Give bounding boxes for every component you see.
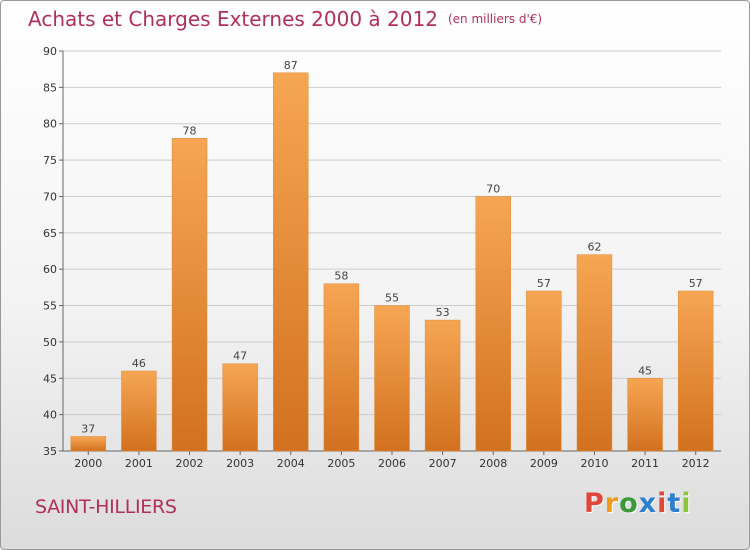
value-label-2009: 57 — [537, 277, 551, 290]
x-tick-label-2005: 2005 — [327, 457, 355, 470]
x-tick-label-2000: 2000 — [74, 457, 102, 470]
labels: 35 40 45 50 55 60 65 70 75 80 85 90 37 2000 46 2001 78 20… — [43, 45, 710, 470]
chart-title-text: Achats et Charges Externes 2000 à 2012 — [28, 7, 438, 31]
x-tick-label-2003: 2003 — [226, 457, 254, 470]
y-tick-label: 70 — [43, 190, 57, 203]
value-label-2002: 78 — [183, 124, 197, 137]
bar-2011 — [627, 378, 663, 452]
value-label-2006: 55 — [385, 292, 399, 305]
y-tick-label: 85 — [43, 81, 57, 94]
bar-chart: 35 40 45 50 55 60 65 70 75 80 85 90 37 2000 46 2001 78 20… — [43, 45, 721, 470]
value-label-2000: 37 — [81, 422, 95, 435]
y-tick-label: 65 — [43, 227, 57, 240]
x-tick-label-2009: 2009 — [530, 457, 558, 470]
bar-2005 — [323, 283, 360, 452]
x-tick-label-2010: 2010 — [580, 457, 608, 470]
x-tick-label-2012: 2012 — [682, 457, 710, 470]
proxiti-logo: Proxiti — [584, 488, 692, 519]
value-label-2003: 47 — [233, 350, 247, 363]
logo-letter: P — [584, 488, 605, 519]
value-label-2008: 70 — [486, 182, 500, 195]
chart-title-unit: (en milliers d'€) — [447, 12, 543, 26]
logo-letter: x — [638, 488, 658, 519]
y-tick-label: 35 — [43, 445, 57, 458]
bar-2002 — [171, 138, 208, 452]
x-tick-label-2008: 2008 — [479, 457, 507, 470]
logo-letter: t — [667, 488, 682, 519]
bar-2000 — [70, 436, 107, 452]
logo-letter: i — [657, 488, 668, 519]
chart-title: Achats et Charges Externes 2000 à 2012 (e… — [28, 7, 542, 31]
y-tick-label: 50 — [43, 336, 57, 349]
y-tick-label: 60 — [43, 263, 57, 276]
value-label-2001: 46 — [132, 357, 146, 370]
x-tick-label-2007: 2007 — [429, 457, 457, 470]
logo-letter: i — [681, 488, 692, 519]
x-tick-label-2006: 2006 — [378, 457, 406, 470]
value-label-2004: 87 — [284, 59, 298, 72]
bar-2001 — [121, 370, 157, 452]
value-label-2005: 58 — [334, 270, 348, 283]
commune-name: SAINT-HILLIERS — [35, 496, 177, 518]
bar-2008 — [475, 196, 511, 452]
y-tick-label: 45 — [43, 372, 57, 385]
x-tick-label-2002: 2002 — [176, 457, 204, 470]
bar-2006 — [374, 305, 410, 452]
bars — [70, 72, 714, 452]
x-tick-label-2004: 2004 — [277, 457, 305, 470]
logo-letter: o — [619, 488, 639, 519]
y-tick-label: 90 — [43, 45, 57, 58]
bar-2010 — [576, 254, 613, 452]
bar-2003 — [222, 363, 258, 452]
bar-2012 — [677, 290, 714, 452]
value-label-2011: 45 — [638, 364, 652, 377]
bar-2007 — [424, 319, 461, 452]
bar-2004 — [273, 72, 309, 452]
y-tick-label: 55 — [43, 300, 57, 313]
bar-2009 — [526, 290, 562, 452]
x-tick-label-2011: 2011 — [631, 457, 659, 470]
value-label-2012: 57 — [689, 277, 703, 290]
y-tick-label: 75 — [43, 154, 57, 167]
y-tick-label: 40 — [43, 409, 57, 422]
value-label-2007: 53 — [436, 306, 450, 319]
logo-letter: r — [604, 488, 620, 519]
value-label-2010: 62 — [587, 241, 601, 254]
y-tick-label: 80 — [43, 118, 57, 131]
x-tick-label-2001: 2001 — [125, 457, 153, 470]
